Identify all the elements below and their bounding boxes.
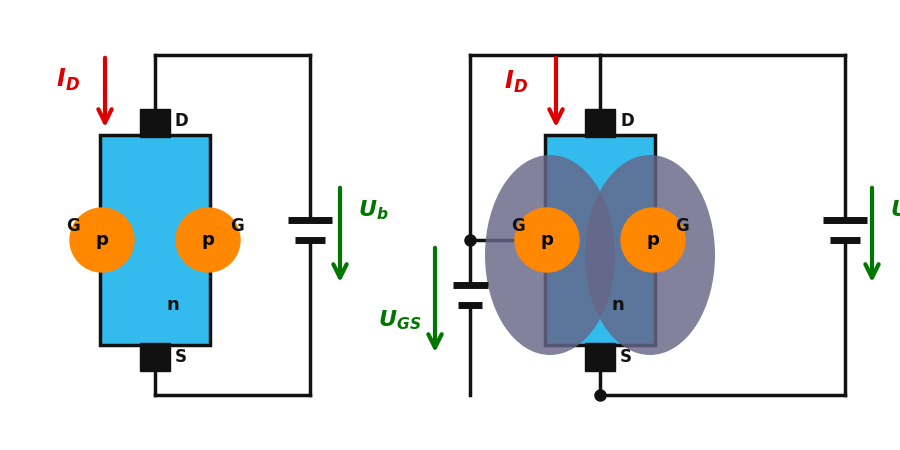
Text: p: p	[541, 231, 554, 249]
Bar	[585, 109, 615, 137]
Bar	[80, 227, 102, 253]
Text: G: G	[675, 217, 688, 235]
Text: p: p	[202, 231, 214, 249]
Circle shape	[515, 208, 579, 272]
Bar	[545, 135, 655, 345]
Text: G: G	[230, 217, 244, 235]
Text: S: S	[620, 348, 632, 366]
Text: G: G	[511, 217, 525, 235]
Text: $\bfit{U_{GS}}$: $\bfit{U_{GS}}$	[378, 308, 422, 332]
Text: p: p	[646, 231, 660, 249]
Bar	[585, 343, 615, 371]
Text: $\bfit{U_b}$: $\bfit{U_b}$	[890, 198, 900, 222]
Text: n: n	[166, 296, 179, 314]
Text: p: p	[95, 231, 108, 249]
Ellipse shape	[485, 155, 615, 355]
Text: $\bfit{I_D}$: $\bfit{I_D}$	[56, 67, 80, 93]
Bar	[208, 227, 230, 253]
Bar	[100, 135, 210, 345]
Text: G: G	[66, 217, 80, 235]
Circle shape	[70, 208, 134, 272]
Bar	[140, 109, 170, 137]
Bar	[140, 343, 170, 371]
Bar	[653, 227, 675, 253]
Ellipse shape	[585, 155, 715, 355]
Text: $\bfit{I_D}$: $\bfit{I_D}$	[504, 69, 528, 95]
Circle shape	[176, 208, 240, 272]
Text: S: S	[175, 348, 187, 366]
Text: D: D	[620, 112, 634, 130]
Text: D: D	[175, 112, 189, 130]
Text: n: n	[612, 296, 625, 314]
Text: $\bfit{U_b}$: $\bfit{U_b}$	[358, 198, 389, 222]
Circle shape	[621, 208, 685, 272]
Bar	[525, 227, 547, 253]
